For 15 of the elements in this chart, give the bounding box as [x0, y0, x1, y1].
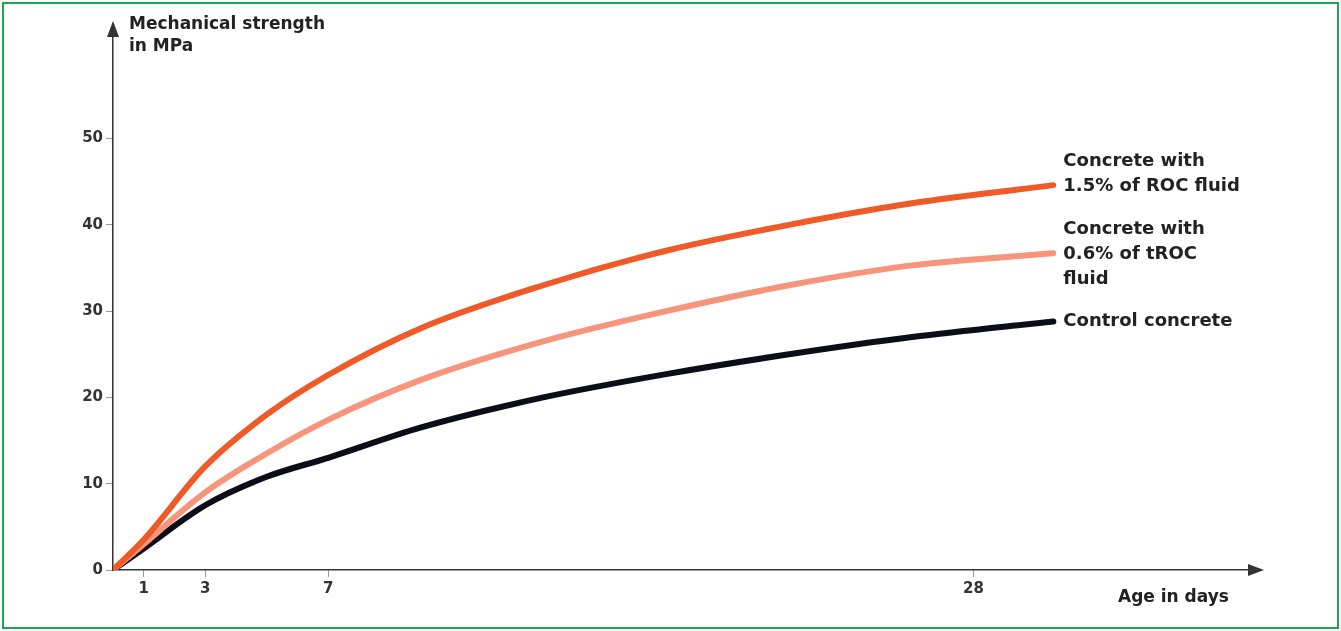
- y-tick-label: 20: [82, 387, 103, 406]
- x-tick-label: 7: [322, 578, 334, 597]
- y-tick-label: 30: [82, 301, 103, 320]
- y-tick-label: 10: [82, 473, 103, 492]
- x-tick-label: 28: [962, 578, 984, 597]
- y-tick-label: 50: [82, 128, 103, 147]
- x-tick-label: 3: [199, 578, 211, 597]
- x-axis-title: Age in days: [1118, 586, 1229, 606]
- series-label: Concrete with 0.6% of tROC fluid: [1063, 216, 1205, 288]
- y-tick-label: 40: [82, 214, 103, 233]
- y-tick-label: 0: [92, 559, 103, 578]
- y-axis-title: Mechanical strength in MPa: [129, 12, 326, 56]
- series-label: Concrete with 1.5% of ROC fluid: [1063, 148, 1240, 195]
- series-label: Control concrete: [1063, 309, 1233, 331]
- x-tick-label: 1: [138, 578, 149, 597]
